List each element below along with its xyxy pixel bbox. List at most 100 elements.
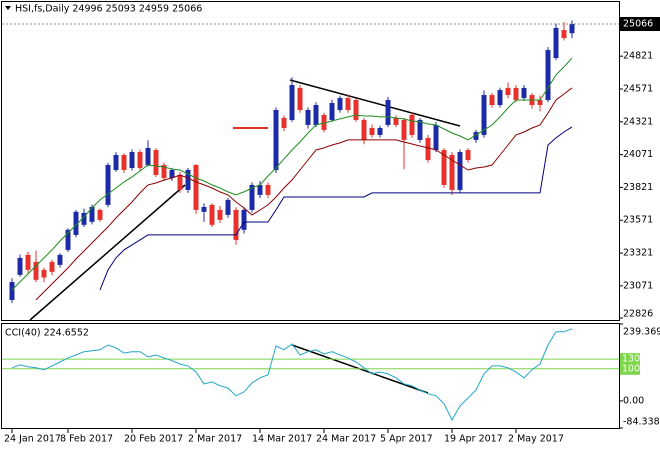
candle-body [449, 155, 455, 190]
candle-body [513, 87, 519, 101]
candle-body [553, 27, 559, 59]
y-tick-label: 22826 [623, 309, 653, 320]
candle-body [9, 282, 15, 300]
y-tick-label: 23321 [623, 248, 653, 259]
candle-body [49, 261, 55, 272]
candle-body [177, 174, 183, 190]
y-tick-label: 23821 [623, 182, 653, 193]
candle-body [337, 98, 343, 110]
candle-body [329, 103, 335, 120]
candle-body [521, 87, 527, 99]
candle-body [473, 132, 479, 140]
candle-body [185, 169, 191, 190]
candle-body [489, 95, 495, 106]
y-tick-label: 23071 [623, 280, 653, 291]
candle-body [25, 254, 31, 270]
candle-body [289, 85, 295, 120]
x-tick-label: 24 Mar 2017 [316, 434, 376, 445]
candle-body [465, 150, 471, 160]
candle-body [81, 212, 87, 225]
trend-line [29, 184, 186, 321]
candle-body [217, 209, 223, 220]
candle-body [65, 229, 71, 250]
candle-body [401, 119, 407, 140]
candle-body [153, 150, 159, 175]
level-label: 100 [622, 363, 640, 374]
cci-line [11, 328, 573, 421]
candle-body [241, 209, 247, 230]
candle-body [201, 206, 207, 212]
candle-body [209, 204, 215, 225]
cci-frame [1, 323, 620, 429]
indicator-title: CCI(40) 224.6552 [5, 328, 89, 339]
candle-body [297, 87, 303, 110]
candle-body [225, 199, 231, 215]
y-tick-label: 24071 [623, 149, 653, 160]
x-tick-label: 19 Apr 2017 [444, 434, 503, 445]
indicator-line [99, 126, 573, 291]
candle-body [265, 184, 271, 195]
indicator-line [35, 87, 573, 301]
y-tick-label: 23571 [623, 215, 653, 226]
candle-body [73, 211, 79, 235]
candle-body [497, 90, 503, 106]
menu-icon [5, 6, 11, 10]
x-tick-label: 20 Feb 2017 [124, 434, 183, 445]
candle-body [129, 151, 135, 169]
x-tick-label: 5 Apr 2017 [380, 434, 433, 445]
y-tick-label: 24321 [623, 116, 653, 127]
candle-body [457, 151, 463, 190]
candle-body [233, 209, 239, 240]
candle-body [321, 114, 327, 130]
candle-body [113, 155, 119, 170]
candle-body [273, 109, 279, 170]
main-frame [1, 1, 620, 321]
candle-body [505, 87, 511, 96]
candle-body [105, 164, 111, 205]
y-tick-label: -84.3389 [623, 417, 660, 428]
candle-body [441, 150, 447, 185]
indicator-line [11, 57, 573, 291]
y-tick-label: 0.00 [623, 395, 644, 406]
price-label: 25066 [623, 19, 653, 30]
candle-body [385, 100, 391, 125]
candle-body [161, 164, 167, 178]
candle-body [137, 151, 143, 169]
candle-body [169, 169, 175, 178]
x-tick-label: 8 Feb 2017 [60, 434, 113, 445]
candle-body [313, 105, 319, 125]
candle-body [377, 127, 383, 135]
y-tick-label: 239.3692 [623, 327, 660, 338]
x-tick-label: 2 Mar 2017 [188, 434, 242, 445]
candle-body [409, 114, 415, 135]
candle-body [569, 24, 575, 34]
level-label: 130 [622, 354, 640, 365]
candle-body [33, 261, 39, 280]
candle-body [97, 209, 103, 220]
candle-body [353, 100, 359, 120]
chart-title: HSI,fs,Daily 24996 25093 24959 25066 [15, 4, 202, 15]
y-tick-label: 24821 [623, 51, 653, 62]
candle-body [369, 127, 375, 135]
candle-body [145, 147, 151, 165]
candle-body [345, 98, 351, 110]
candle-body [193, 164, 199, 210]
candle-body [281, 117, 287, 128]
candle-body [561, 30, 567, 39]
candle-body [89, 206, 95, 222]
candle-body [257, 184, 263, 195]
x-tick-label: 24 Jan 2017 [4, 434, 61, 445]
candle-body [57, 254, 63, 265]
candle-body [545, 50, 551, 101]
candle-body [481, 95, 487, 135]
candle-body [361, 119, 367, 140]
trend-line [289, 79, 461, 127]
candle-body [537, 100, 543, 106]
candle-body [425, 137, 431, 160]
candle-body [305, 109, 311, 125]
x-tick-label: 14 Mar 2017 [252, 434, 312, 445]
candle-body [121, 155, 127, 170]
candle-body [393, 117, 399, 125]
